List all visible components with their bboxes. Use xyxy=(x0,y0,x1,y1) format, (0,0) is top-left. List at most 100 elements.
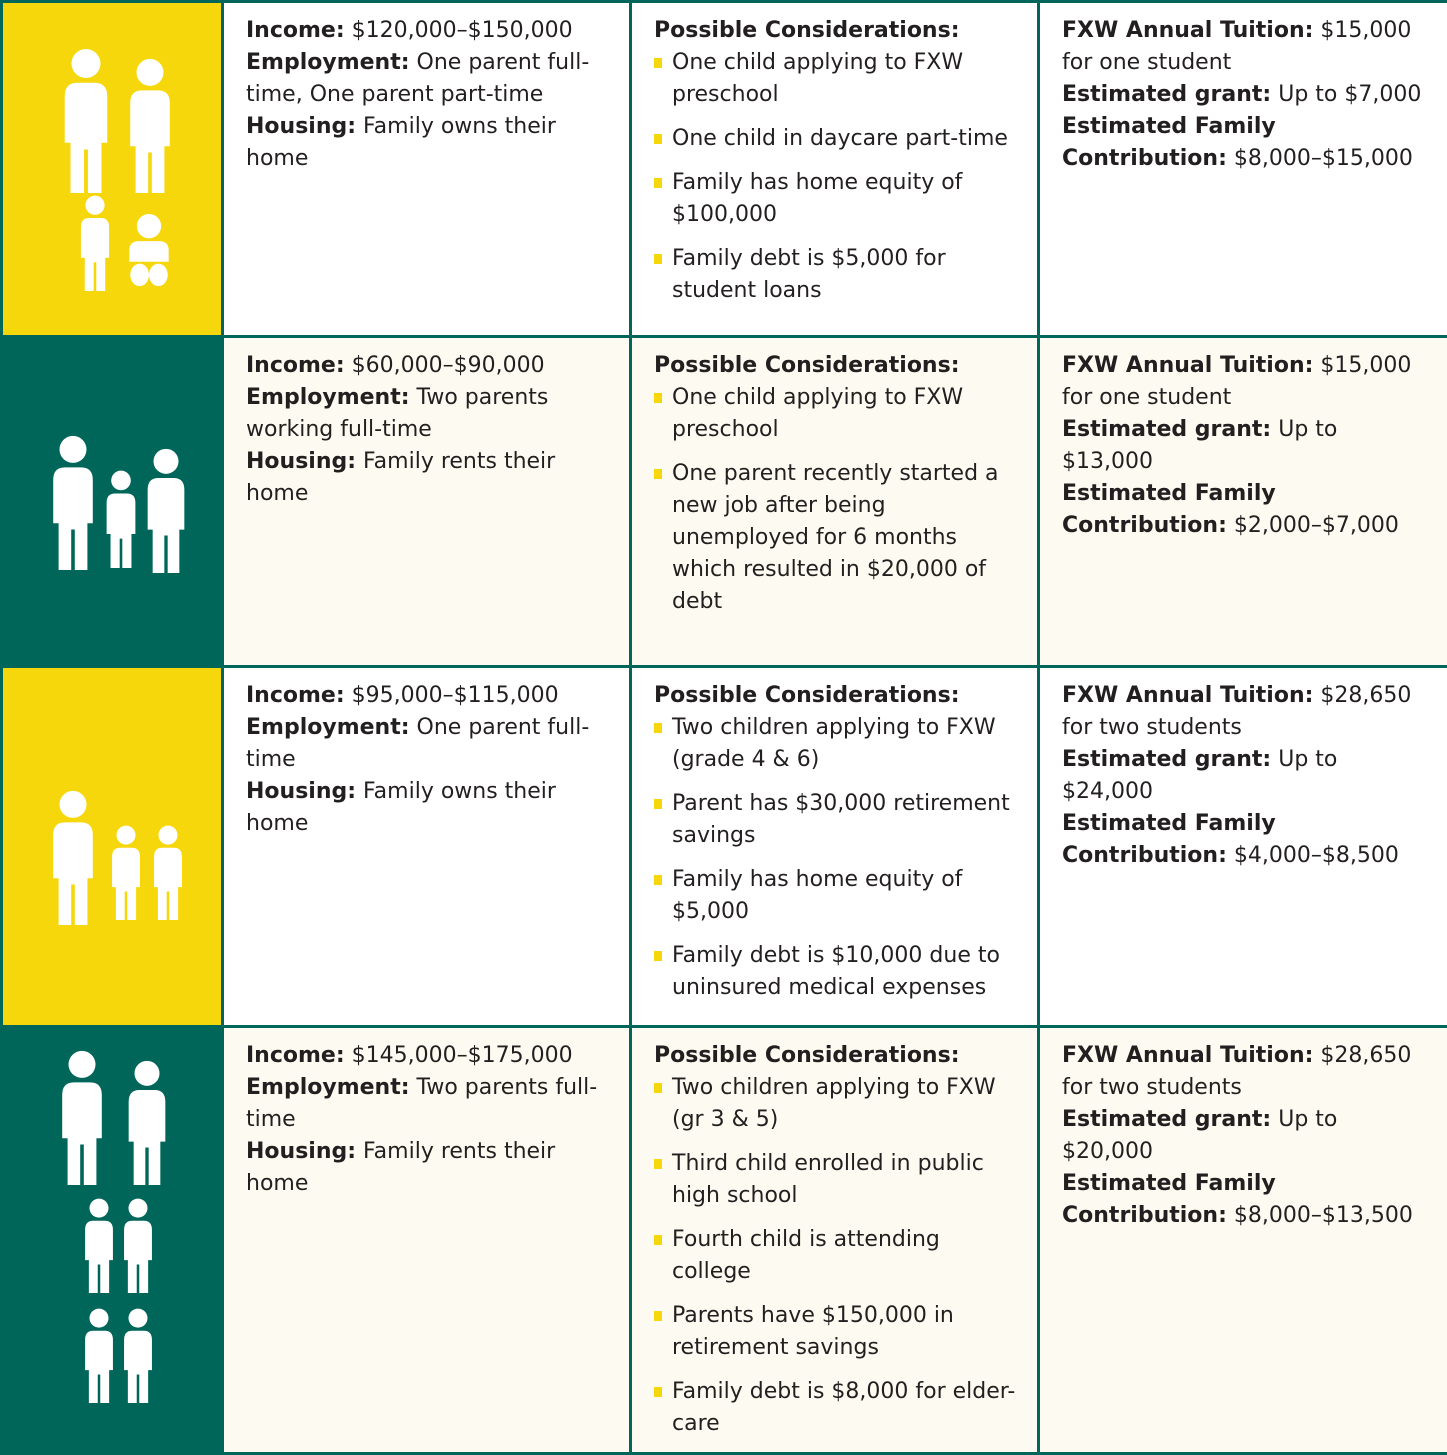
entry-value: $120,000–$150,000 xyxy=(352,18,573,43)
considerations-title: Possible Considerations: xyxy=(654,680,1019,712)
entry: Housing: Family owns their home xyxy=(246,111,611,175)
entry-label: Housing: xyxy=(246,114,356,139)
considerations-cell: Possible Considerations:One child applyi… xyxy=(631,2,1039,337)
consideration: One child applying to FXW preschool xyxy=(654,47,1019,111)
entry-label: Income: xyxy=(246,1043,345,1068)
consideration: One child applying to FXW preschool xyxy=(654,382,1019,446)
person-figure xyxy=(81,196,109,291)
entry-label: Income: xyxy=(246,18,345,43)
considerations-title: Possible Considerations: xyxy=(654,1040,1019,1072)
person-figure xyxy=(154,826,182,920)
entry-value: $8,000–$13,500 xyxy=(1234,1203,1413,1228)
consideration: Family debt is $10,000 due to uninsured … xyxy=(654,940,1019,1004)
entry: FXW Annual Tuition: $28,650 for two stud… xyxy=(1062,680,1429,744)
entry: Employment: One parent full-time, One pa… xyxy=(246,47,611,111)
entry-label: Employment: xyxy=(246,385,410,410)
person-figure xyxy=(124,1199,152,1293)
considerations-list: Two children applying to FXW (gr 3 & 5) T… xyxy=(654,1072,1019,1440)
entry-label: FXW Annual Tuition: xyxy=(1062,1043,1313,1068)
consideration: Two children applying to FXW (gr 3 & 5) xyxy=(654,1072,1019,1136)
consideration: Parent has $30,000 retirement savings xyxy=(654,788,1019,852)
entry-value: $8,000–$15,000 xyxy=(1234,146,1413,171)
person-figure xyxy=(62,1051,102,1185)
icon-cell xyxy=(2,2,223,337)
entry-label: FXW Annual Tuition: xyxy=(1062,18,1313,43)
entry-label: Employment: xyxy=(246,50,410,75)
icon-cell xyxy=(2,1027,223,1454)
entry: Estimated Family Contribution: $4,000–$8… xyxy=(1062,808,1429,872)
entry-label: FXW Annual Tuition: xyxy=(1062,353,1313,378)
person-figure xyxy=(124,1309,152,1403)
entry-label: Employment: xyxy=(246,1075,410,1100)
entry: Estimated grant: Up to $13,000 xyxy=(1062,414,1429,478)
person-figure xyxy=(130,59,170,193)
considerations-title: Possible Considerations: xyxy=(654,15,1019,47)
person-figure xyxy=(148,449,185,573)
entry: Employment: Two parents working full-tim… xyxy=(246,382,611,446)
person-figure xyxy=(85,1199,113,1293)
entry-label: Estimated grant: xyxy=(1062,82,1271,107)
considerations-title: Possible Considerations: xyxy=(654,350,1019,382)
considerations-cell: Possible Considerations:Two children app… xyxy=(631,1027,1039,1454)
entry: Income: $120,000–$150,000 xyxy=(246,15,611,47)
baby-figure xyxy=(129,214,168,286)
entry: Housing: Family rents their home xyxy=(246,1136,611,1200)
costs-cell: FXW Annual Tuition: $15,000 for one stud… xyxy=(1039,2,1447,337)
entry: FXW Annual Tuition: $15,000 for one stud… xyxy=(1062,15,1429,79)
considerations-cell: Possible Considerations:One child applyi… xyxy=(631,337,1039,667)
family-icon xyxy=(3,338,218,665)
costs-cell: FXW Annual Tuition: $15,000 for one stud… xyxy=(1039,337,1447,667)
entry: Income: $145,000–$175,000 xyxy=(246,1040,611,1072)
person-figure xyxy=(53,436,93,570)
entry: Estimated grant: Up to $7,000 xyxy=(1062,79,1429,111)
entry: Housing: Family owns their home xyxy=(246,776,611,840)
entry: Employment: Two parents full-time xyxy=(246,1072,611,1136)
consideration: Parents have $150,000 in retirement savi… xyxy=(654,1300,1019,1364)
person-figure xyxy=(129,1061,166,1185)
details-cell: Income: $95,000–$115,000 Employment: One … xyxy=(223,667,631,1027)
entry-label: Housing: xyxy=(246,449,356,474)
person-figure xyxy=(85,1309,113,1403)
family-icon xyxy=(3,1028,218,1427)
entry-label: Housing: xyxy=(246,1139,356,1164)
entry-label: Income: xyxy=(246,683,345,708)
entry: FXW Annual Tuition: $15,000 for one stud… xyxy=(1062,350,1429,414)
family-icon xyxy=(3,668,218,1025)
row: Income: $95,000–$115,000 Employment: One … xyxy=(2,667,1447,1027)
entry: Estimated Family Contribution: $8,000–$1… xyxy=(1062,1168,1429,1232)
entry-label: Estimated grant: xyxy=(1062,1107,1271,1132)
person-figure xyxy=(107,471,136,568)
entry-label: FXW Annual Tuition: xyxy=(1062,683,1313,708)
entry: Housing: Family rents their home xyxy=(246,446,611,510)
entry-value: $4,000–$8,500 xyxy=(1234,843,1399,868)
entry-label: Estimated grant: xyxy=(1062,417,1271,442)
entry: Income: $60,000–$90,000 xyxy=(246,350,611,382)
icon-cell xyxy=(2,337,223,667)
entry-value: $95,000–$115,000 xyxy=(352,683,559,708)
considerations-list: One child applying to FXW preschool One c… xyxy=(654,47,1019,307)
considerations-list: Two children applying to FXW (grade 4 & … xyxy=(654,712,1019,1004)
consideration: Family has home equity of $100,000 xyxy=(654,167,1019,231)
entry-label: Housing: xyxy=(246,779,356,804)
consideration: Two children applying to FXW (grade 4 & … xyxy=(654,712,1019,776)
entry-value: Up to $7,000 xyxy=(1278,82,1421,107)
person-figure xyxy=(112,826,140,920)
consideration: One child in daycare part-time xyxy=(654,123,1019,155)
entry: Estimated Family Contribution: $2,000–$7… xyxy=(1062,478,1429,542)
entry: Estimated grant: Up to $24,000 xyxy=(1062,744,1429,808)
family-icon xyxy=(3,3,218,335)
person-figure xyxy=(53,791,93,925)
entry-label: Estimated grant: xyxy=(1062,747,1271,772)
consideration: Family has home equity of $5,000 xyxy=(654,864,1019,928)
entry-value: $145,000–$175,000 xyxy=(352,1043,573,1068)
consideration: Third child enrolled in public high scho… xyxy=(654,1148,1019,1212)
entry: Employment: One parent full-time xyxy=(246,712,611,776)
